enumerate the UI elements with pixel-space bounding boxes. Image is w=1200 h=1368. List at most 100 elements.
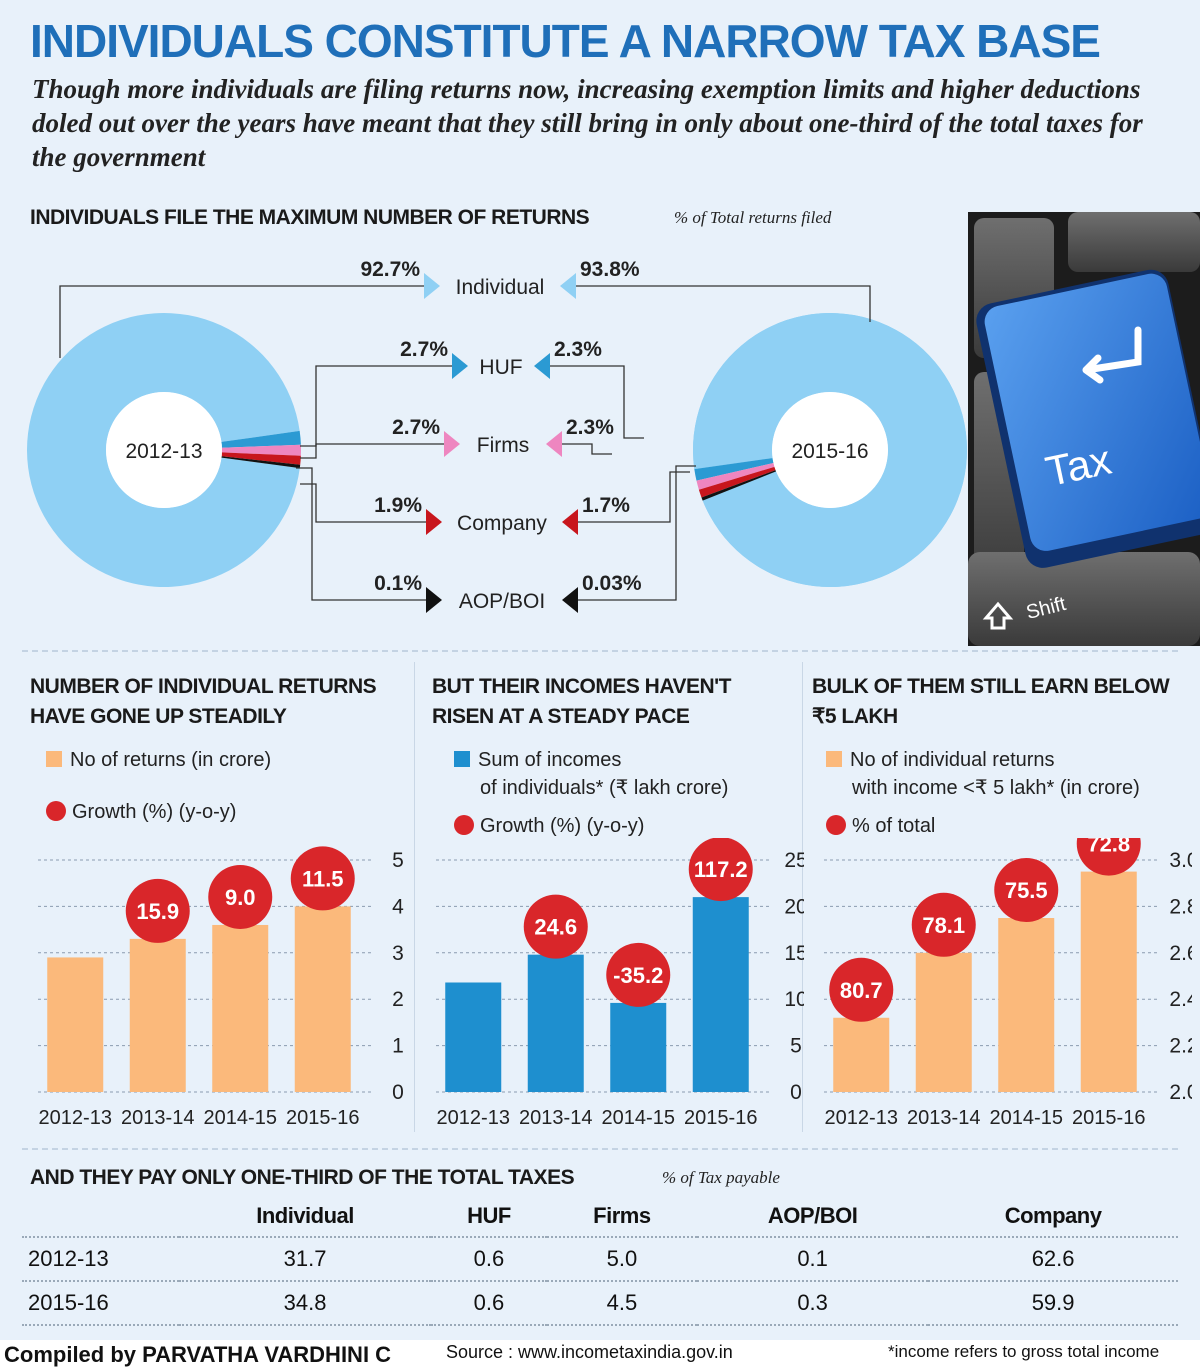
arrow-right-icon <box>426 587 442 613</box>
donut-slice-firms <box>696 462 775 490</box>
bar <box>129 938 186 1092</box>
table-cell: 31.7 <box>179 1237 432 1282</box>
connector-line <box>300 443 446 459</box>
table-cell: 0.6 <box>431 1237 547 1282</box>
dot-legend-swatch <box>454 815 474 835</box>
low-income-bar-chart: 2.0 2.2 2.4 2.6 2.8 3.0 2012-13 80.7 2013-14 78.1… <box>824 838 1192 1129</box>
x-tick-label: 2013-14 <box>907 1107 980 1129</box>
table-cell: 2015-16 <box>22 1281 179 1326</box>
bar <box>1080 871 1137 1092</box>
chart3-heading: BULK OF THEM STILL EARN BELOW ₹5 LAKH <box>812 675 1170 728</box>
y-tick-label: 10 <box>784 988 804 1011</box>
growth-label: -35.2 <box>613 963 663 988</box>
y-tick-label: 5 <box>392 849 404 872</box>
dot-legend-swatch <box>46 801 66 821</box>
tax-share-table: Individual HUF Firms AOP/BOI Company 201… <box>22 1196 1178 1326</box>
chart1-heading: NUMBER OF INDIVIDUAL RETURNS HAVE GONE U… <box>30 675 377 728</box>
donut-slice-company <box>698 466 776 498</box>
table-cell: 0.3 <box>697 1281 929 1326</box>
donut-hole <box>106 392 222 508</box>
bar <box>833 1017 890 1092</box>
connector-line <box>59 285 426 358</box>
page-subtitle: Though more individuals are filing retur… <box>32 74 1143 172</box>
chart2-heading: BUT THEIR INCOMES HAVEN'T RISEN AT A STE… <box>432 675 731 728</box>
growth-marker <box>125 878 190 943</box>
arrow-left-icon <box>560 273 576 299</box>
growth-label: 11.5 <box>302 866 344 891</box>
percent-label-2015: 1.7% <box>582 494 630 517</box>
panel-divider-1 <box>414 662 415 1132</box>
chart1-legend: No of returns (in crore) Growth (%) (y-o… <box>46 746 271 826</box>
arrow-left-icon <box>562 587 578 613</box>
y-tick-label: 2.2 <box>1169 1035 1192 1058</box>
y-tick-label: 4 <box>392 895 404 918</box>
category-label: AOP/BOI <box>459 590 545 613</box>
category-label: Individual <box>456 276 545 299</box>
y-tick-label: 15 <box>784 942 804 965</box>
chart1-legend-bar: No of returns (in crore) <box>70 749 272 771</box>
y-tick-label: 2.8 <box>1169 895 1192 918</box>
connector-line <box>300 365 454 447</box>
bar <box>445 982 502 1092</box>
chart2-legend: Sum of incomes of individuals* (₹ lakh c… <box>454 746 728 840</box>
x-tick-label: 2013-14 <box>121 1107 194 1129</box>
donut-year-label: 2015-16 <box>791 440 868 463</box>
shift-icon <box>982 601 1014 630</box>
y-tick-label: 0 <box>790 1081 802 1104</box>
x-tick-label: 2014-15 <box>602 1107 675 1129</box>
growth-label: 9.0 <box>225 885 256 910</box>
y-tick-label: 3 <box>392 942 404 965</box>
chart1-legend-dot: Growth (%) (y-o-y) <box>72 801 237 823</box>
returns-section-note: % of Total returns filed <box>674 208 832 227</box>
table-cell: 62.6 <box>928 1237 1178 1282</box>
percent-label-2015: 0.03% <box>582 572 642 595</box>
chart3-legend-dot: % of total <box>852 815 936 837</box>
y-tick-label: 5 <box>790 1035 802 1058</box>
donut-slice-huf <box>694 458 774 481</box>
growth-label: 78.1 <box>922 913 965 938</box>
chart3-legend: No of individual returns with income <₹ … <box>826 746 1140 840</box>
connector-line <box>548 365 644 439</box>
page-title: INDIVIDUALS CONSTITUTE A NARROW TAX BASE <box>30 15 1101 67</box>
chart2-legend-bar: Sum of incomes <box>478 749 622 771</box>
connector-line <box>560 443 612 455</box>
bar-legend-swatch <box>46 751 62 767</box>
chart3-legend-bar: No of individual returns <box>850 749 1055 771</box>
connector-line <box>296 467 428 601</box>
dot-legend-swatch <box>826 815 846 835</box>
returns-bar-chart: 0 1 2 3 4 5 2012-13 2013-14 15.9 2014-15 9.0 2015-1… <box>38 846 404 1129</box>
y-tick-label: 0 <box>392 1081 404 1104</box>
percent-label-2015: 2.3% <box>554 338 602 361</box>
growth-marker <box>1076 838 1141 876</box>
donut-year-label: 2012-13 <box>125 440 202 463</box>
arrow-left-icon <box>534 353 550 379</box>
growth-marker <box>290 846 355 911</box>
bar <box>610 1002 667 1092</box>
y-tick-label: 25 <box>784 849 804 872</box>
growth-marker <box>829 957 894 1022</box>
percent-label-2015: 93.8% <box>580 258 640 281</box>
percent-label-2012: 2.7% <box>400 338 448 361</box>
footer: Compiled by PARVATHA VARDHINI C Source :… <box>0 1340 1200 1368</box>
donut-slice-individual <box>692 312 967 587</box>
connector-line <box>576 465 696 601</box>
x-tick-label: 2013-14 <box>519 1107 592 1129</box>
growth-label: 117.2 <box>694 857 748 882</box>
x-tick-label: 2012-13 <box>825 1107 898 1129</box>
table-cell: 5.0 <box>546 1237 698 1282</box>
growth-label: 72.8 <box>1087 838 1130 857</box>
table-section-note: % of Tax payable <box>662 1168 780 1187</box>
enter-arrow-icon <box>1082 326 1142 384</box>
bar-legend-swatch <box>826 751 842 767</box>
y-tick-label: 2 <box>392 988 404 1011</box>
bar <box>294 906 351 1092</box>
bar <box>212 924 269 1092</box>
source-line: Source : www.incometaxindia.gov.in <box>446 1342 733 1362</box>
growth-label: 75.5 <box>1005 878 1048 903</box>
growth-marker <box>523 894 588 959</box>
growth-label: 80.7 <box>840 978 883 1003</box>
x-tick-label: 2015-16 <box>684 1107 757 1129</box>
percent-label-2012: 2.7% <box>392 416 440 439</box>
percent-label-2012: 1.9% <box>374 494 422 517</box>
